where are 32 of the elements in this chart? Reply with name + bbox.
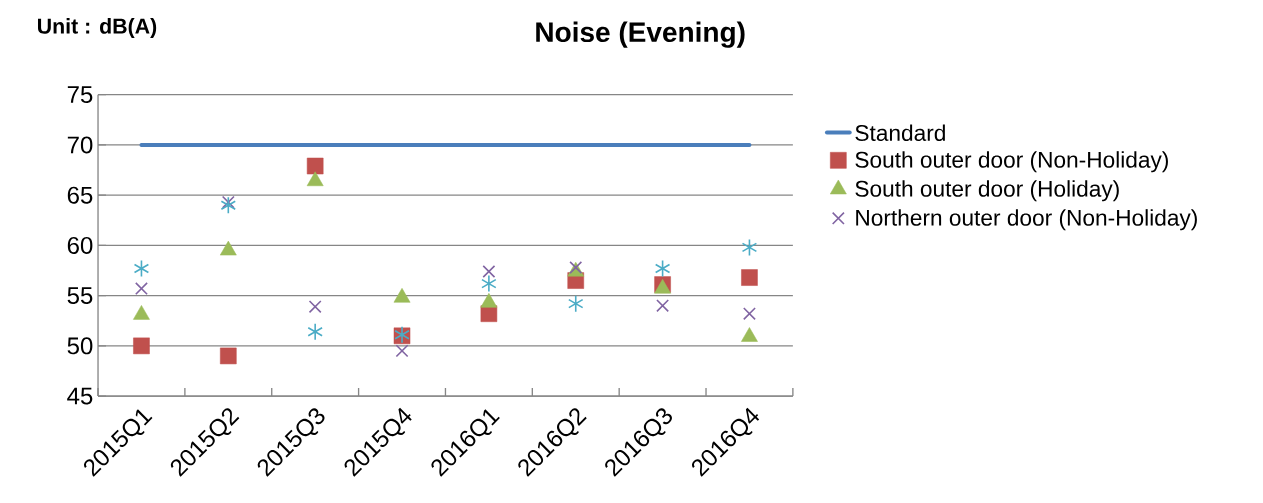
point <box>656 299 670 313</box>
y-tick-label: 65 <box>67 186 93 204</box>
legend-label: South outer door (Non-Holiday) <box>855 151 1168 173</box>
point <box>220 196 237 215</box>
y-tick-label: 50 <box>67 337 93 355</box>
point <box>135 282 148 296</box>
point <box>741 238 758 257</box>
y-tick-label: 75 <box>67 86 93 104</box>
point <box>482 265 496 279</box>
text: Unit : dB(A) <box>38 18 157 39</box>
y-tick-label: 60 <box>67 236 93 254</box>
point <box>221 195 235 209</box>
point <box>307 323 323 341</box>
y-tick-label: 70 <box>67 136 93 154</box>
legend-label: Standard <box>855 124 945 142</box>
point <box>481 274 497 293</box>
point <box>133 259 150 278</box>
legend-label: South outer door (Holiday) <box>855 180 1119 202</box>
point <box>741 269 758 286</box>
point <box>133 337 150 355</box>
legend-label: Northern outer door (Non-Holiday) <box>856 209 1197 231</box>
point <box>306 157 324 175</box>
point <box>742 307 756 321</box>
y-tick-label: 45 <box>67 387 93 405</box>
point <box>306 171 324 187</box>
point <box>220 347 237 365</box>
point <box>568 294 584 313</box>
y-tick-label: 55 <box>67 287 93 305</box>
point <box>395 344 409 358</box>
chart-title: Noise (Evening) <box>536 21 745 48</box>
point <box>654 259 671 278</box>
point <box>308 300 322 314</box>
